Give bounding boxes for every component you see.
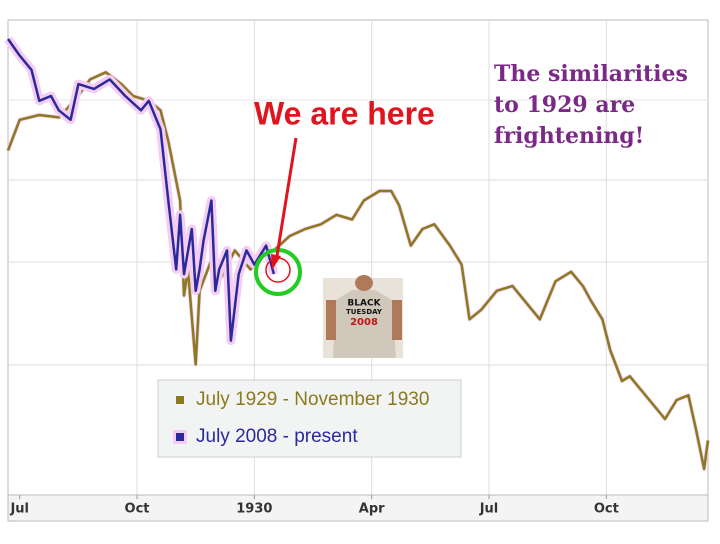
x-tick-label: Jul bbox=[479, 502, 499, 517]
x-tick-label: Apr bbox=[359, 502, 385, 517]
legend-label: July 1929 - November 1930 bbox=[196, 389, 429, 410]
shirt-text: BLACK bbox=[347, 299, 381, 309]
legend bbox=[157, 379, 462, 458]
x-tick-label: Oct bbox=[594, 502, 619, 517]
shirt-text: TUESDAY bbox=[346, 308, 383, 316]
legend-swatch bbox=[176, 433, 184, 441]
annotation: The similarities bbox=[494, 61, 688, 87]
legend-label: July 2008 - present bbox=[196, 426, 358, 447]
line bbox=[6, 71, 710, 471]
arrow bbox=[274, 137, 298, 263]
line bbox=[6, 38, 276, 342]
x-tick-label: Jul bbox=[9, 502, 29, 517]
x-axis-strip bbox=[7, 494, 709, 522]
x-tick-label: Oct bbox=[125, 502, 150, 517]
t-shirt-photo: BLACK TUESDAY 2008 bbox=[323, 275, 403, 358]
annotation: frightening! bbox=[494, 123, 644, 149]
annotation: to 1929 are bbox=[494, 92, 635, 118]
x-tick-label: 1930 bbox=[236, 502, 272, 517]
arrow-head bbox=[271, 254, 281, 270]
legend-swatch bbox=[176, 396, 184, 404]
annotation: We are here bbox=[254, 95, 435, 131]
shirt-text: 2008 bbox=[350, 317, 378, 328]
